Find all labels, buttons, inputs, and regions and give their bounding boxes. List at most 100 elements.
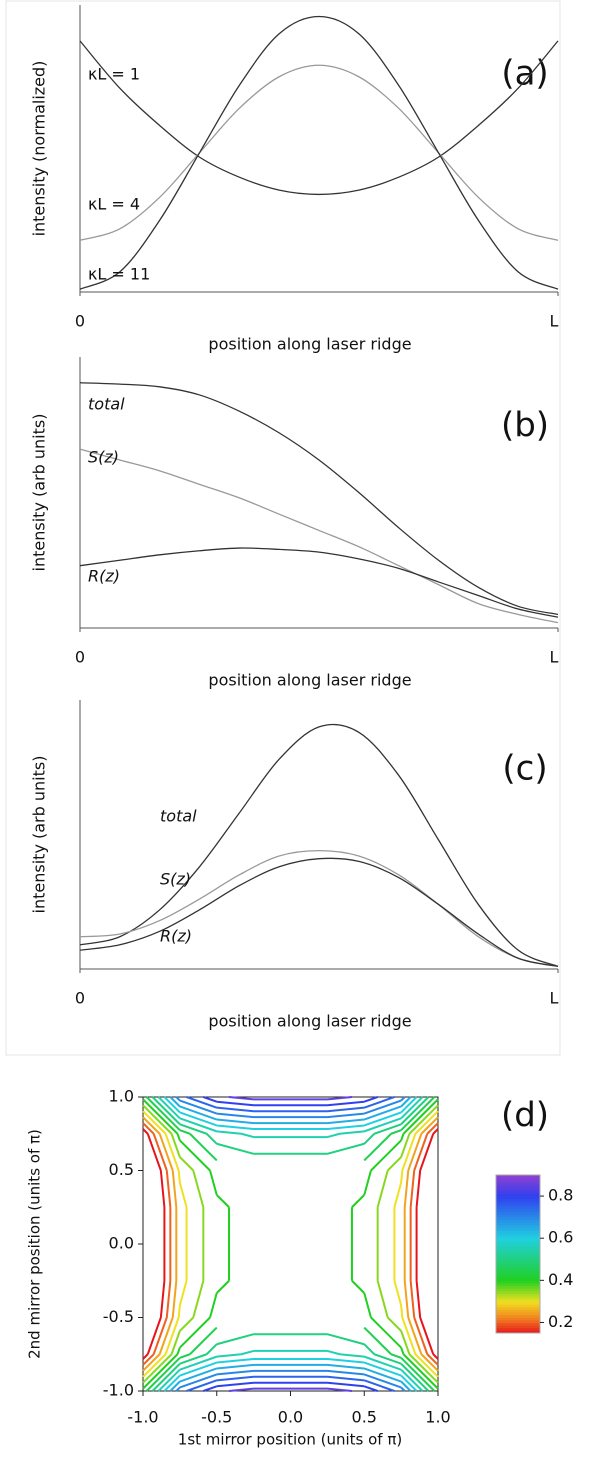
colorbar-tick-label: 0.6 — [548, 1228, 573, 1247]
colorbar-cell — [496, 1290, 540, 1294]
panel-label: (a) — [501, 54, 548, 94]
colorbar-cell — [496, 1254, 540, 1258]
colorbar-frame — [495, 1174, 541, 1334]
colorbar-cell — [496, 1243, 540, 1247]
colorbar-cell — [496, 1251, 540, 1255]
colorbar-cell — [496, 1240, 540, 1244]
curve — [79, 857, 559, 967]
colorbar-cell — [496, 1325, 540, 1329]
colorbar-cell — [496, 1282, 540, 1287]
colorbar-cell — [496, 1267, 540, 1271]
colorbar-cell — [496, 1256, 540, 1260]
colorbar-cell — [496, 1190, 540, 1194]
colorbar-cell — [496, 1301, 540, 1305]
series-label: κL = 11 — [88, 265, 150, 284]
colorbar-cell — [496, 1311, 540, 1316]
x-tick-label: L — [550, 989, 559, 1008]
colorbar-cell — [496, 1296, 540, 1300]
series-label: S(z) — [160, 870, 191, 889]
colorbar-cell — [496, 1196, 540, 1200]
contour-line — [175, 1096, 406, 1392]
y-tick-label: 0.5 — [109, 1160, 134, 1179]
colorbar-tick-label: 0.4 — [548, 1270, 573, 1289]
colorbar-cell — [496, 1238, 540, 1242]
y-axis-label: intensity (arb units) — [30, 414, 49, 572]
curve — [79, 448, 559, 624]
x-axis-label: position along laser ridge — [208, 335, 411, 354]
y-tick-label: -0.5 — [103, 1307, 134, 1326]
series-label: S(z) — [88, 448, 119, 467]
colorbar-cell — [496, 1277, 540, 1281]
colorbar-cell — [496, 1330, 540, 1334]
series-label: total — [160, 807, 197, 826]
colorbar-cell — [496, 1230, 540, 1234]
colorbar-cell — [496, 1185, 540, 1189]
colorbar-cell — [496, 1232, 540, 1237]
x-axis-label: position along laser ridge — [208, 1012, 411, 1031]
series-label: R(z) — [88, 567, 120, 586]
series-label: κL = 1 — [88, 65, 140, 84]
colorbar-cell — [496, 1198, 540, 1202]
colorbar-tick-label: 0.8 — [548, 1186, 573, 1205]
contour-line — [142, 1116, 439, 1372]
x-tick-label: -0.5 — [201, 1408, 232, 1427]
colorbar-cell — [496, 1206, 540, 1210]
curve — [79, 382, 559, 616]
panel-label: (c) — [502, 749, 547, 789]
colorbar-cell — [496, 1322, 540, 1326]
curve — [79, 64, 559, 241]
contour-line — [145, 1096, 436, 1392]
contour-line — [142, 1104, 439, 1384]
contour-line — [203, 1096, 378, 1392]
colorbar-cell — [496, 1188, 540, 1192]
colorbar-cell — [496, 1259, 540, 1263]
colorbar-cell — [496, 1222, 540, 1226]
x-axis-label: 1st mirror position (units of π) — [178, 1431, 402, 1449]
colorbar-cell — [496, 1314, 540, 1318]
colorbar-cell — [496, 1269, 540, 1273]
contour-line — [157, 1096, 424, 1392]
colorbar-cell — [496, 1272, 540, 1276]
colorbar-cell — [496, 1261, 540, 1266]
x-tick-label: L — [550, 648, 559, 667]
colorbar-cell — [496, 1275, 540, 1279]
colorbar-cell — [496, 1327, 540, 1331]
frame — [5, 0, 561, 1056]
colorbar-cell — [496, 1319, 540, 1323]
series-label: R(z) — [160, 927, 192, 946]
colorbar-cell — [496, 1285, 540, 1289]
x-tick-label: L — [550, 312, 559, 331]
colorbar-cell — [496, 1293, 540, 1297]
colorbar-cell — [496, 1182, 540, 1187]
colorbar-cell — [496, 1246, 540, 1250]
contour-line — [151, 1096, 430, 1392]
colorbar-cell — [496, 1304, 540, 1308]
curve — [79, 849, 559, 967]
colorbar-cell — [496, 1214, 540, 1218]
colorbar-cell — [496, 1180, 540, 1184]
y-axis-label: 2nd mirror position (units of π) — [26, 1129, 44, 1359]
curve — [79, 40, 559, 196]
y-tick-label: -1.0 — [103, 1381, 134, 1400]
colorbar-cell — [496, 1209, 540, 1213]
series-label: κL = 4 — [88, 195, 140, 214]
colorbar-cell — [496, 1219, 540, 1223]
colorbar-cell — [496, 1317, 540, 1321]
panel-label: (b) — [501, 406, 549, 446]
series-label: total — [88, 395, 125, 414]
colorbar-cell — [496, 1201, 540, 1205]
curve — [79, 15, 559, 290]
x-tick-label: 0 — [75, 648, 85, 667]
contour-line — [169, 1096, 412, 1392]
colorbar-cell — [496, 1280, 540, 1284]
colorbar-tick-label: 0.2 — [548, 1312, 573, 1331]
contour-line — [228, 1096, 353, 1392]
x-tick-label: 0 — [75, 989, 85, 1008]
curve — [79, 547, 559, 618]
colorbar-cell — [496, 1225, 540, 1229]
x-tick-label: 0.5 — [352, 1408, 377, 1427]
x-tick-label: -1.0 — [127, 1408, 158, 1427]
colorbar-cell — [496, 1309, 540, 1313]
y-axis-label: intensity (normalized) — [30, 61, 49, 237]
